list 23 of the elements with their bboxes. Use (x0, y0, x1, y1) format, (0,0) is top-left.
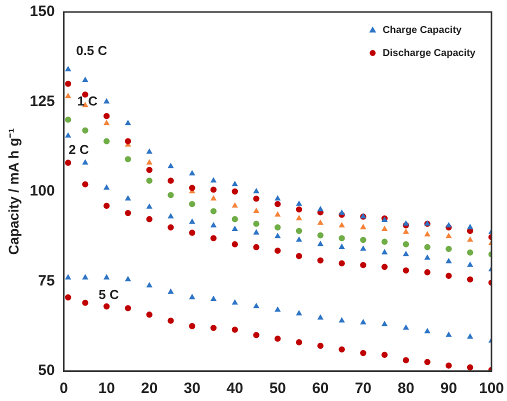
annotation: 5 C (98, 287, 120, 302)
x-tick-label: 50 (269, 380, 286, 398)
x-tick-label: 100 (478, 380, 504, 398)
x-tick-label: 90 (440, 380, 458, 398)
annotation: 2 C (68, 142, 90, 157)
x-tick-label: 10 (98, 380, 115, 398)
y-tick-label: 50 (38, 362, 55, 380)
y-tick-label: 75 (38, 272, 55, 290)
legend-label: Discharge Capacity (382, 48, 476, 59)
x-tick-label: 30 (184, 380, 200, 398)
y-tick-label: 150 (30, 3, 55, 20)
y-axis-title: Capacity / mA h g⁻¹ (5, 128, 22, 255)
y-tick-label: 125 (30, 92, 55, 110)
x-tick-label: 70 (354, 380, 372, 398)
annotation: 0.5 C (76, 43, 108, 58)
x-tick-label: 0 (60, 380, 68, 398)
x-tick-label: 80 (398, 380, 414, 398)
legend-label: Charge Capacity (382, 24, 462, 36)
x-tick-label: 60 (312, 380, 329, 398)
x-tick-label: 20 (141, 380, 158, 398)
annotation: 1 C (77, 93, 98, 108)
y-tick-label: 100 (30, 182, 55, 200)
x-tick-label: 40 (226, 380, 244, 398)
